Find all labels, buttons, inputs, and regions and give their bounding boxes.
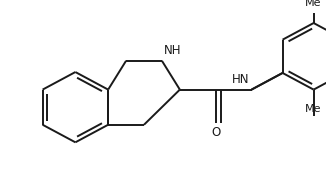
Text: NH: NH [164,44,181,57]
Text: O: O [211,126,220,139]
Text: HN: HN [232,73,250,86]
Text: Me: Me [305,0,322,8]
Text: Me: Me [305,104,322,114]
